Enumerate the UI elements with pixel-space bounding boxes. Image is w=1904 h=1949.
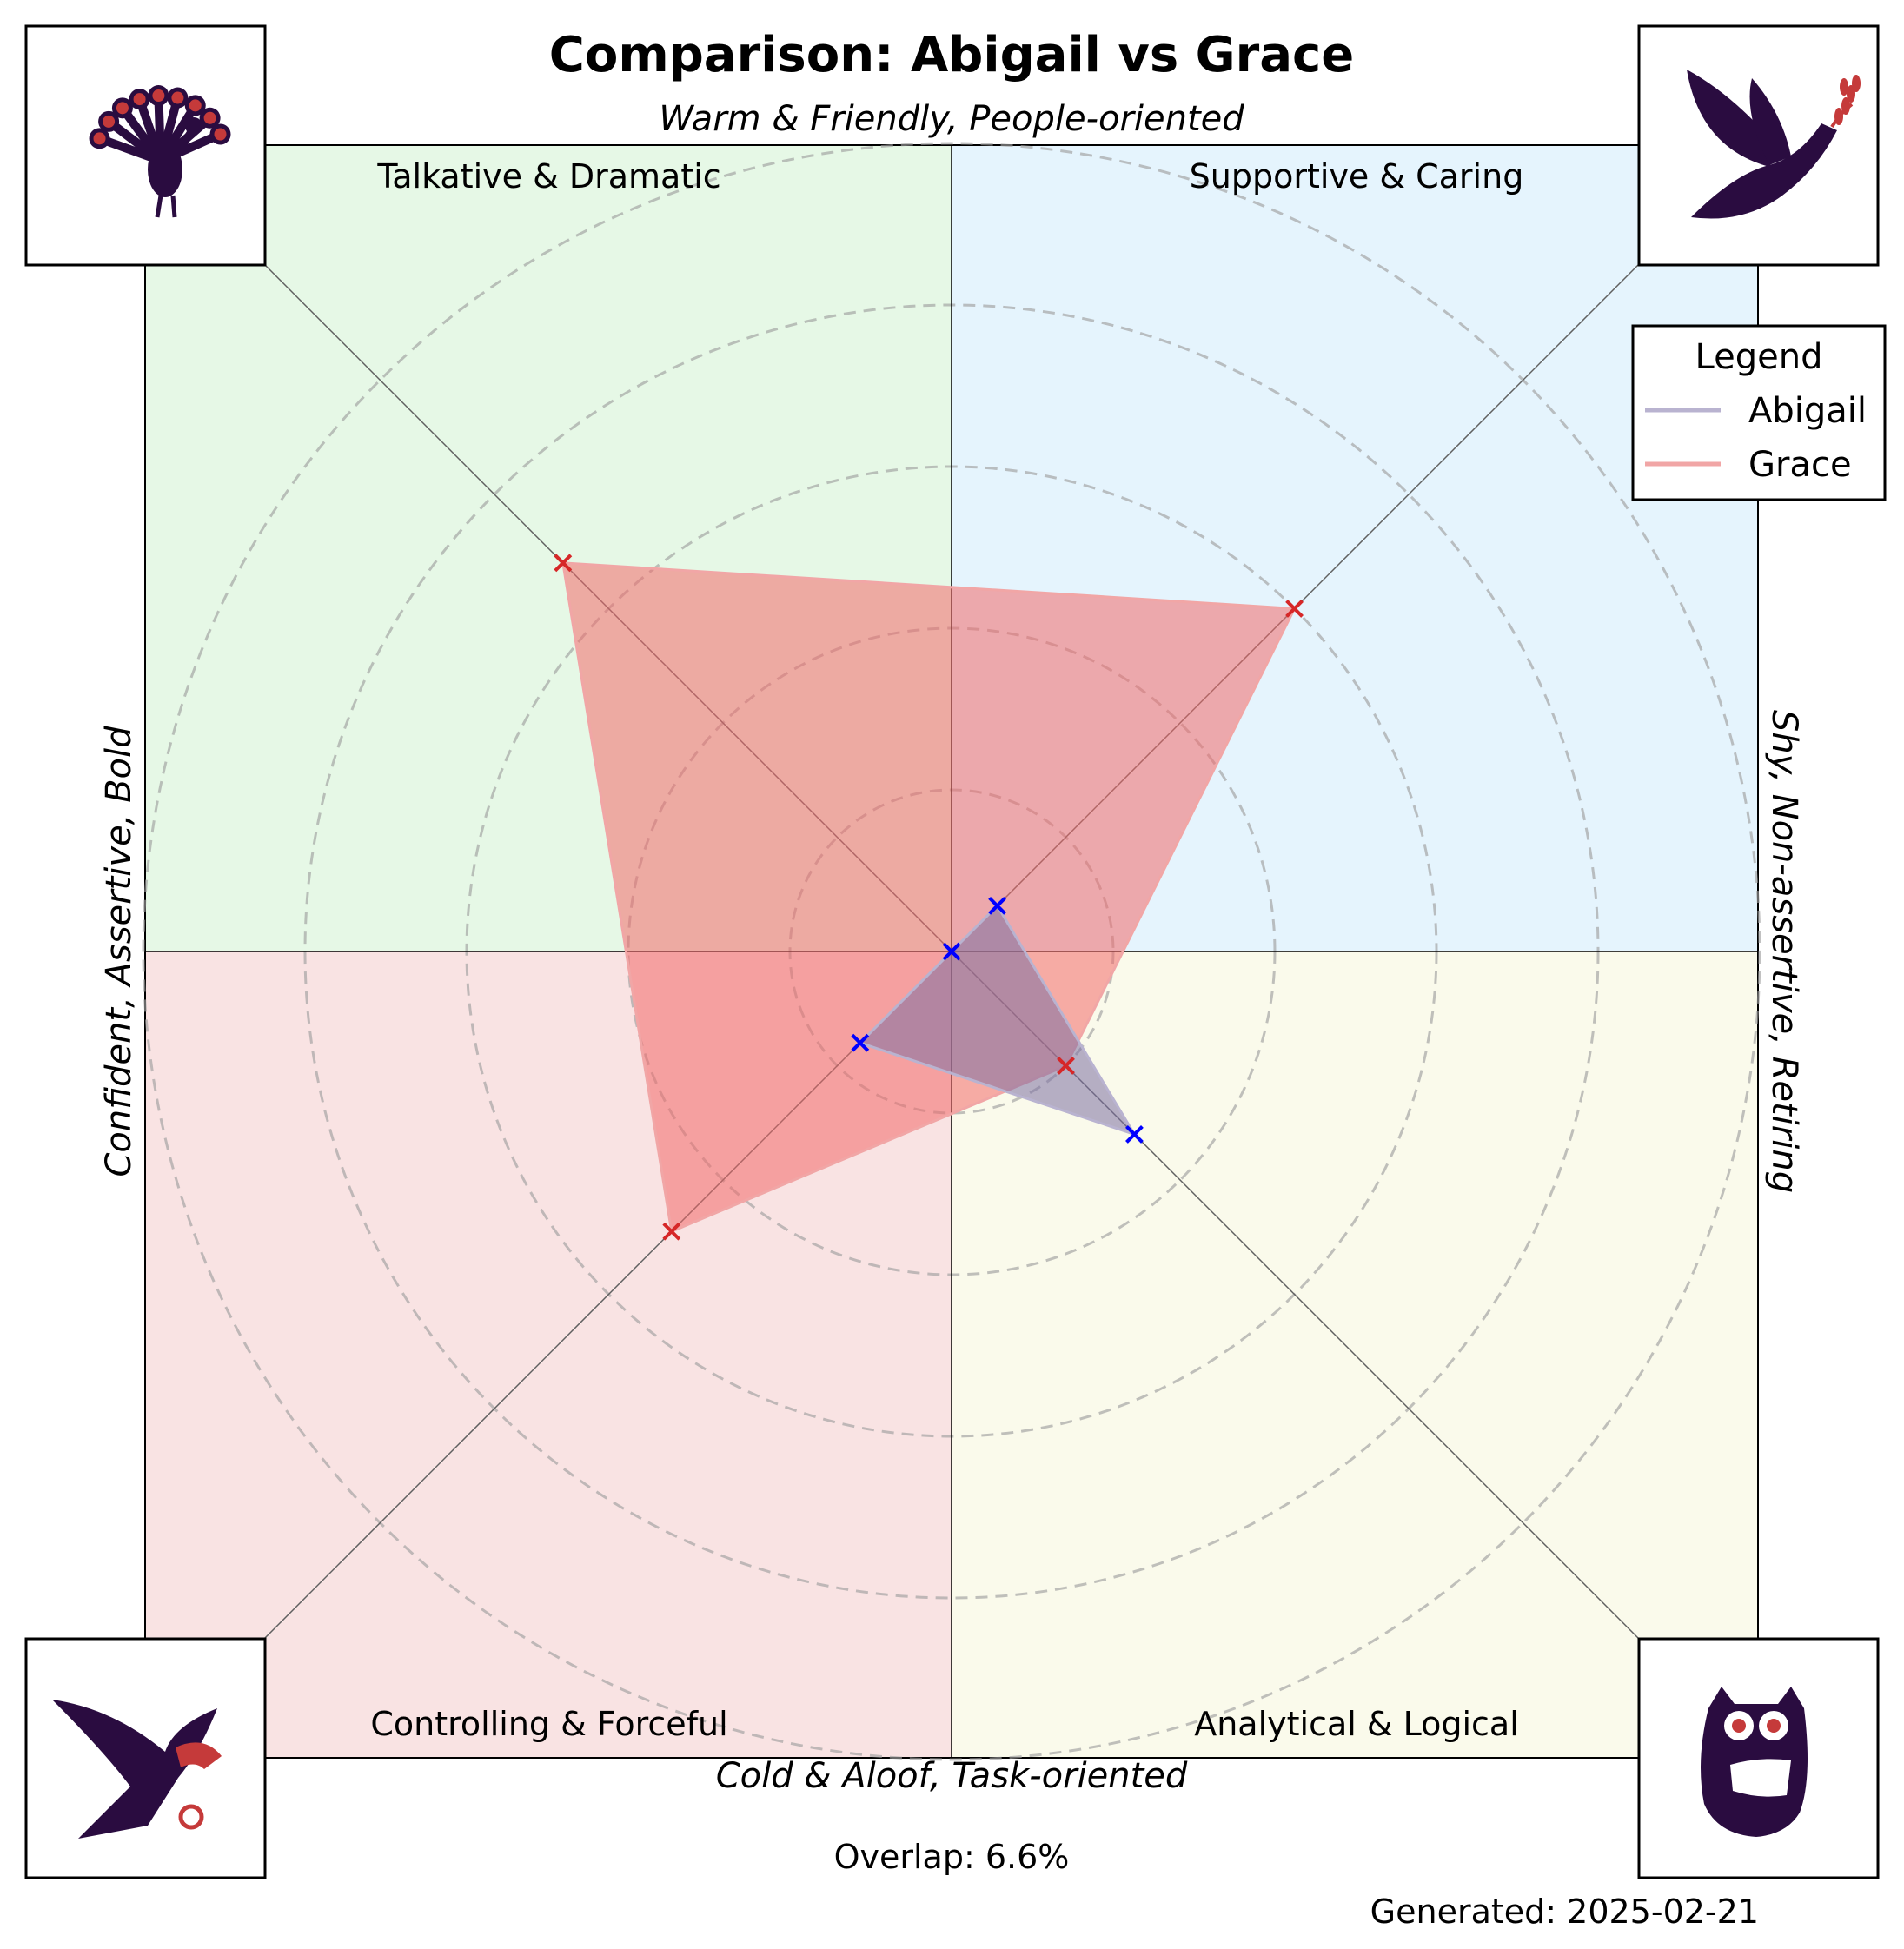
quadrant-label-bottom-left: Controlling & Forceful <box>370 1705 727 1743</box>
grid-ring <box>142 142 1761 1761</box>
owl-icon <box>1637 1637 1880 1879</box>
quadrant-icons <box>24 24 1880 1879</box>
generated-annotation: Generated: 2025-02-21 <box>1370 1893 1759 1931</box>
series-grace-point-bottom-right <box>1057 1057 1075 1075</box>
legend-label-grace: Grace <box>1748 445 1852 485</box>
series-abigail-point-bottom-right <box>1125 1125 1144 1144</box>
series-abigail-point-top-right <box>988 896 1007 915</box>
legend-label-abigail: Abigail <box>1748 391 1867 431</box>
quadrant-label-bottom-right: Analytical & Logical <box>1194 1705 1519 1743</box>
series-grace-point-top-left <box>554 554 573 573</box>
dove-icon <box>1637 24 1880 267</box>
series-abigail-point-top-left <box>942 942 961 961</box>
axis-label-top: Warm & Friendly, People-oriented <box>659 99 1244 139</box>
legend: Legend Abigail Grace <box>1631 324 1887 501</box>
quadrant-label-top-right: Supportive & Caring <box>1190 157 1524 196</box>
legend-title: Legend <box>1695 337 1823 377</box>
axis-label-bottom: Cold & Aloof, Task-oriented <box>716 1756 1188 1796</box>
axis-label-right: Shy, Non-assertive, Retiring <box>1764 710 1804 1193</box>
series-grace-point-top-right <box>1285 600 1304 618</box>
legend-box <box>1631 324 1887 501</box>
quadrant-labels: Talkative & Dramatic Supportive & Caring C… <box>370 157 1523 1743</box>
peacock-icon <box>24 24 267 267</box>
quadrant-label-top-left: Talkative & Dramatic <box>376 157 720 196</box>
overlap-annotation: Overlap: 6.6% <box>834 1838 1070 1876</box>
data-series <box>554 554 1304 1241</box>
axis-label-left: Confident, Assertive, Bold <box>99 726 139 1177</box>
series-abigail-point-bottom-left <box>851 1033 870 1052</box>
series-grace-point-bottom-left <box>662 1222 681 1241</box>
eagle-icon <box>24 1637 267 1879</box>
chart-title: Comparison: Abigail vs Grace <box>549 27 1354 83</box>
